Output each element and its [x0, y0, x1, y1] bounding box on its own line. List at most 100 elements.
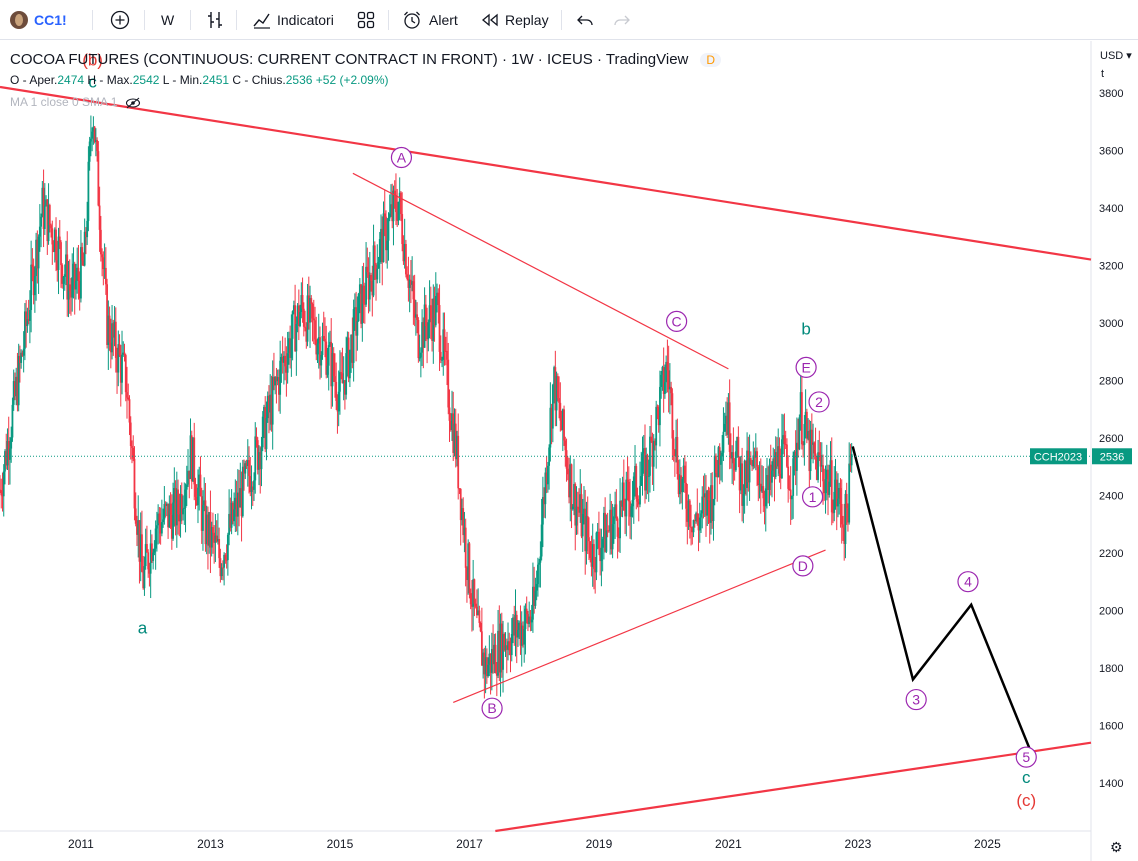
candle-body — [300, 295, 303, 313]
candle-body — [183, 507, 186, 509]
wave-label: (b) — [82, 51, 103, 70]
candle-body — [539, 556, 542, 563]
candle-body — [781, 439, 783, 479]
x-tick-label: 2019 — [586, 837, 613, 851]
candle-body — [104, 267, 107, 285]
candle-body — [741, 463, 744, 506]
candle-body — [325, 341, 328, 375]
candle-body — [535, 584, 538, 591]
toolbar-divider — [388, 10, 389, 30]
candle-body — [583, 508, 585, 514]
redo-button[interactable] — [613, 0, 631, 40]
candle-body — [436, 292, 438, 296]
add-symbol-button[interactable] — [110, 0, 130, 40]
bar-style-button[interactable] — [206, 0, 224, 40]
interval-button[interactable]: W — [161, 12, 175, 28]
x-tick-label: 2021 — [715, 837, 742, 851]
candle-body — [844, 493, 847, 544]
candle-body — [705, 493, 707, 516]
wave-circle — [905, 688, 927, 711]
candle-body — [615, 504, 618, 519]
candle-body — [621, 482, 624, 507]
candle-body — [50, 225, 52, 229]
candle-body — [253, 480, 255, 490]
replay-label: Replay — [505, 12, 549, 28]
candle-body — [78, 280, 81, 299]
lower-channel-line — [495, 741, 1092, 833]
candle-body — [401, 214, 404, 245]
candle-body — [60, 242, 62, 266]
candle-body — [97, 151, 100, 206]
candle-body — [665, 361, 668, 383]
candle-body — [833, 491, 836, 513]
alert-button[interactable]: Alert — [402, 0, 458, 40]
candle-body — [624, 510, 626, 517]
candle-body — [457, 435, 460, 489]
undo-button[interactable] — [576, 0, 594, 40]
templates-button[interactable] — [357, 0, 375, 40]
candle-body — [177, 489, 179, 515]
candle-body — [127, 397, 130, 400]
candle-body — [194, 484, 197, 497]
candle-body — [685, 482, 687, 509]
candle-body — [746, 450, 748, 488]
candle-body — [165, 503, 168, 506]
candle-body — [514, 614, 517, 636]
low-value: 2451 — [202, 73, 230, 87]
candle-body — [408, 279, 411, 288]
candle-body — [85, 231, 87, 238]
candle-body — [693, 520, 696, 522]
candle-body — [385, 216, 387, 251]
candle-body — [112, 323, 115, 338]
candle-body — [221, 567, 224, 569]
candle-body — [726, 415, 729, 435]
candle-body — [352, 309, 355, 363]
candle-body — [616, 518, 619, 537]
candle-body — [224, 554, 227, 560]
candle-body — [666, 361, 669, 371]
candle-body — [744, 460, 747, 488]
candle-body — [792, 458, 795, 496]
candle-body — [11, 404, 14, 438]
symbol-button[interactable]: CC1! — [34, 12, 67, 28]
price-label: 2536 — [1100, 451, 1124, 463]
candle-body — [291, 311, 294, 339]
candle-body — [738, 457, 741, 491]
candle-body — [207, 514, 209, 546]
candle-body — [824, 479, 827, 494]
wave-label: E — [801, 359, 810, 375]
candle-body — [461, 508, 463, 521]
candle-body — [164, 503, 167, 506]
candle-body — [690, 526, 692, 528]
settings-gear-icon[interactable]: ⚙ — [1110, 839, 1123, 855]
candle-body — [454, 423, 457, 460]
candle-body — [586, 516, 589, 538]
candle-body — [22, 348, 25, 356]
candle-body — [734, 451, 737, 471]
drawing-layer — [0, 85, 1092, 833]
candle-body — [702, 496, 705, 498]
currency-selector[interactable]: USD ▾ — [1100, 50, 1132, 62]
candle-body — [75, 280, 77, 290]
indicators-button[interactable]: Indicatori — [252, 0, 334, 40]
candle-body — [71, 276, 74, 298]
candle-body — [715, 455, 717, 473]
candle-body — [677, 474, 680, 495]
candle-body — [118, 344, 121, 355]
candle-body — [471, 604, 473, 607]
candle-body — [498, 630, 501, 673]
candle-body — [304, 326, 306, 328]
replay-button[interactable]: Replay — [481, 0, 549, 40]
candle-body — [830, 460, 833, 513]
candle-body — [41, 187, 44, 217]
ma-legend[interactable]: MA 1 close 0 SMA 1 — [10, 95, 141, 109]
candle-body — [189, 435, 192, 479]
y-tick-label: 1400 — [1099, 778, 1123, 790]
candle-body — [356, 321, 359, 336]
candle-body — [622, 482, 625, 511]
candle-body — [275, 376, 278, 382]
candle-body — [808, 431, 811, 472]
candle-body — [639, 485, 641, 505]
eye-hidden-icon[interactable] — [125, 97, 141, 109]
